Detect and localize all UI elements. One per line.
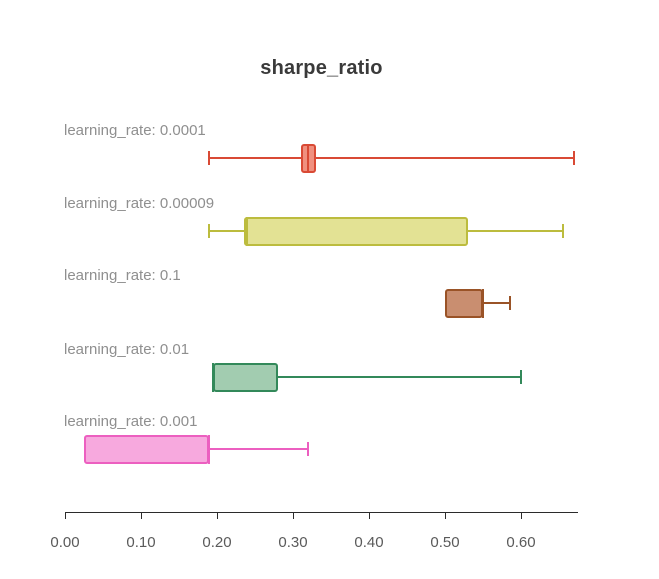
x-axis-line [65,512,578,513]
x-tick-label: 0.00 [50,534,80,551]
whisker-line [209,157,575,159]
x-tick [65,513,66,519]
x-tick-label: 0.60 [506,534,536,551]
x-tick-label: 0.40 [354,534,384,551]
x-tick-label: 0.20 [202,534,232,551]
x-tick-label: 0.10 [126,534,156,551]
median-line [482,288,484,318]
box [84,434,210,464]
median-line [246,216,249,246]
whisker-cap [307,442,310,456]
median-line [208,434,211,464]
whisker-cap [520,370,522,384]
series-label: learning_rate: 0.1 [64,267,181,284]
x-tick [217,513,218,519]
median-line [212,362,215,392]
series-label: learning_rate: 0.00009 [64,195,215,212]
x-tick [521,513,522,519]
series-label: learning_rate: 0.0001 [64,122,206,139]
whisker-cap [561,224,564,238]
x-tick-label: 0.30 [278,534,308,551]
series-label: learning_rate: 0.01 [64,341,190,358]
x-tick [141,513,142,519]
whisker-line [213,376,521,378]
x-tick-label: 0.50 [430,534,460,551]
x-tick [369,513,370,519]
chart-title: sharpe_ratio [260,57,383,79]
whisker-cap [208,224,211,238]
box [445,288,483,318]
median-line [307,143,310,173]
series-label: learning_rate: 0.001 [64,413,198,430]
box [243,216,468,246]
whisker-cap [573,151,576,165]
whisker-cap [208,151,211,165]
whisker-cap [508,296,511,310]
x-tick [445,513,446,519]
x-tick [293,513,294,519]
box [213,362,278,392]
